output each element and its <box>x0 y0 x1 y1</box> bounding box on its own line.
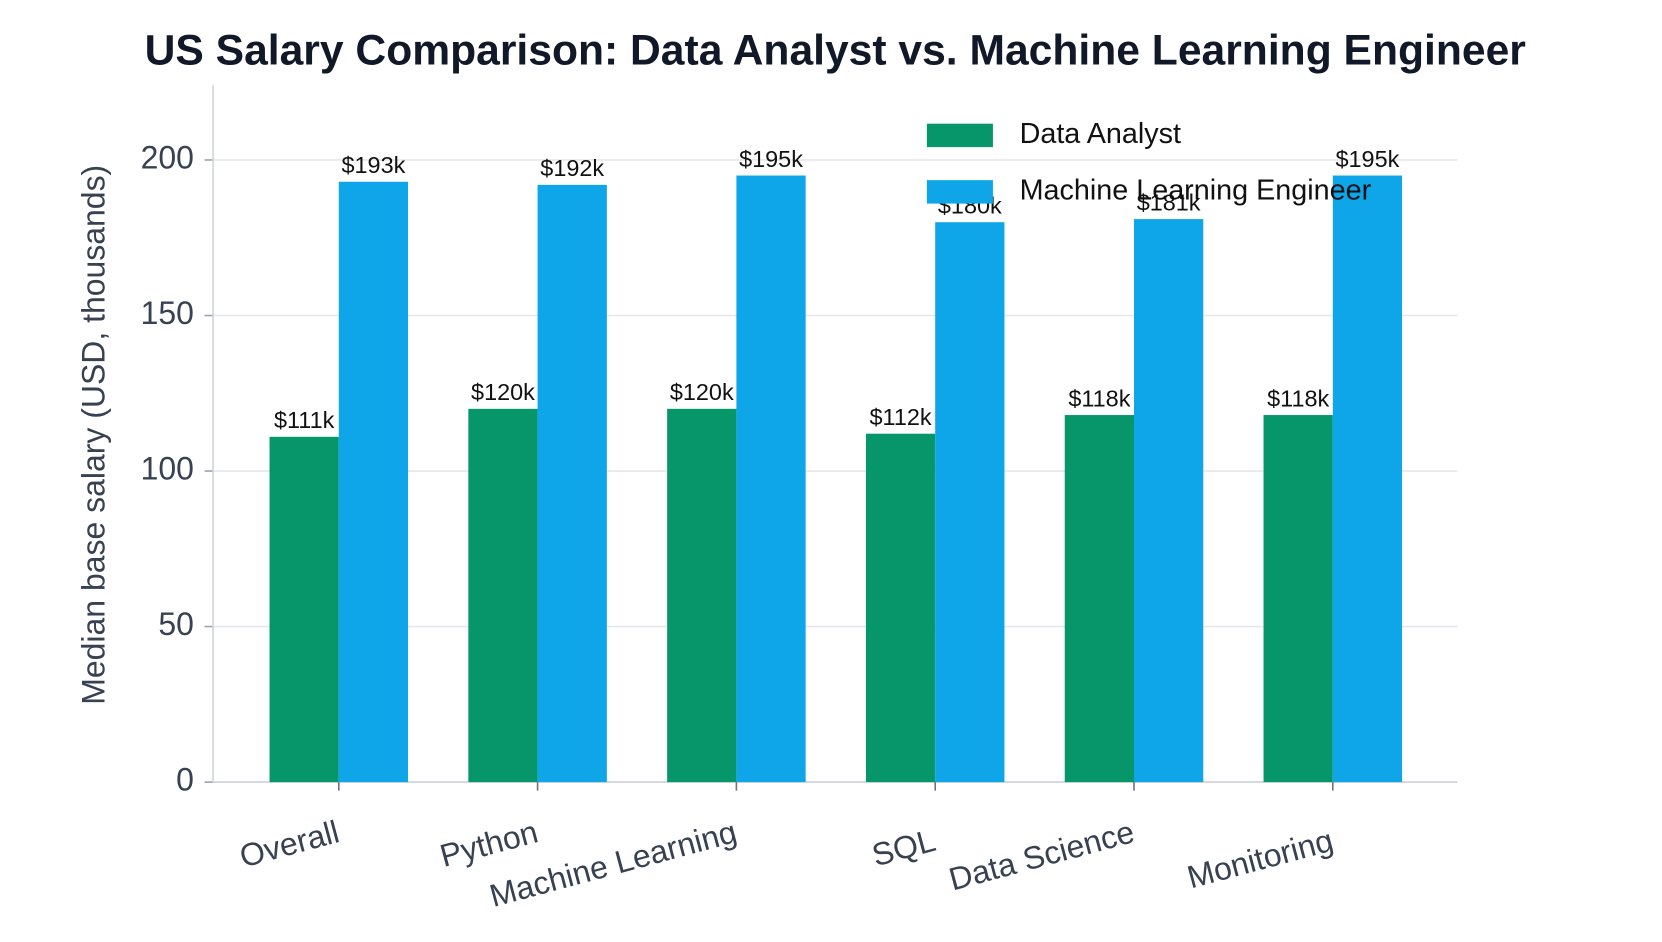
y-tick-label: 200 <box>141 139 194 175</box>
bar <box>1332 175 1403 783</box>
value-label: $192k <box>540 155 604 181</box>
value-label: $193k <box>342 152 406 178</box>
x-tick-label: Overall <box>236 813 343 874</box>
bar <box>935 222 1005 783</box>
legend-swatch <box>926 123 993 148</box>
bar <box>537 184 607 783</box>
value-label: $195k <box>1336 146 1400 172</box>
value-label: $195k <box>739 146 803 172</box>
bar <box>1064 415 1134 783</box>
value-label: $111k <box>274 407 335 433</box>
legend-label: Machine Learning Engineer <box>1020 174 1372 206</box>
bar <box>468 408 538 783</box>
y-tick-label: 100 <box>141 450 194 486</box>
x-tick-label: Python <box>436 813 541 874</box>
legend-label: Data Analyst <box>1020 118 1181 150</box>
value-label: $120k <box>471 379 535 405</box>
value-label: $181k <box>1137 189 1201 215</box>
value-label: $120k <box>670 379 734 405</box>
x-tick-label: Monitoring <box>1183 822 1336 895</box>
value-label: $118k <box>1267 385 1329 411</box>
value-label: $118k <box>1068 385 1130 411</box>
bar <box>736 175 806 783</box>
bar <box>1263 415 1333 783</box>
y-axis-label: Median base salary (USD, thousands) <box>75 165 111 705</box>
x-tick-label: Data Science <box>945 813 1138 897</box>
y-tick-label: 50 <box>158 606 194 642</box>
bar <box>865 433 936 783</box>
y-tick-label: 150 <box>141 295 194 331</box>
bar <box>338 181 409 783</box>
chart-title: US Salary Comparison: Data Analyst vs. M… <box>145 27 1526 75</box>
x-tick-label: SQL <box>868 822 939 873</box>
bar <box>667 408 737 783</box>
bar <box>1133 219 1204 783</box>
value-label: $112k <box>870 404 932 430</box>
legend-swatch <box>926 180 993 204</box>
bar <box>269 436 339 783</box>
y-tick-label: 0 <box>176 762 194 798</box>
